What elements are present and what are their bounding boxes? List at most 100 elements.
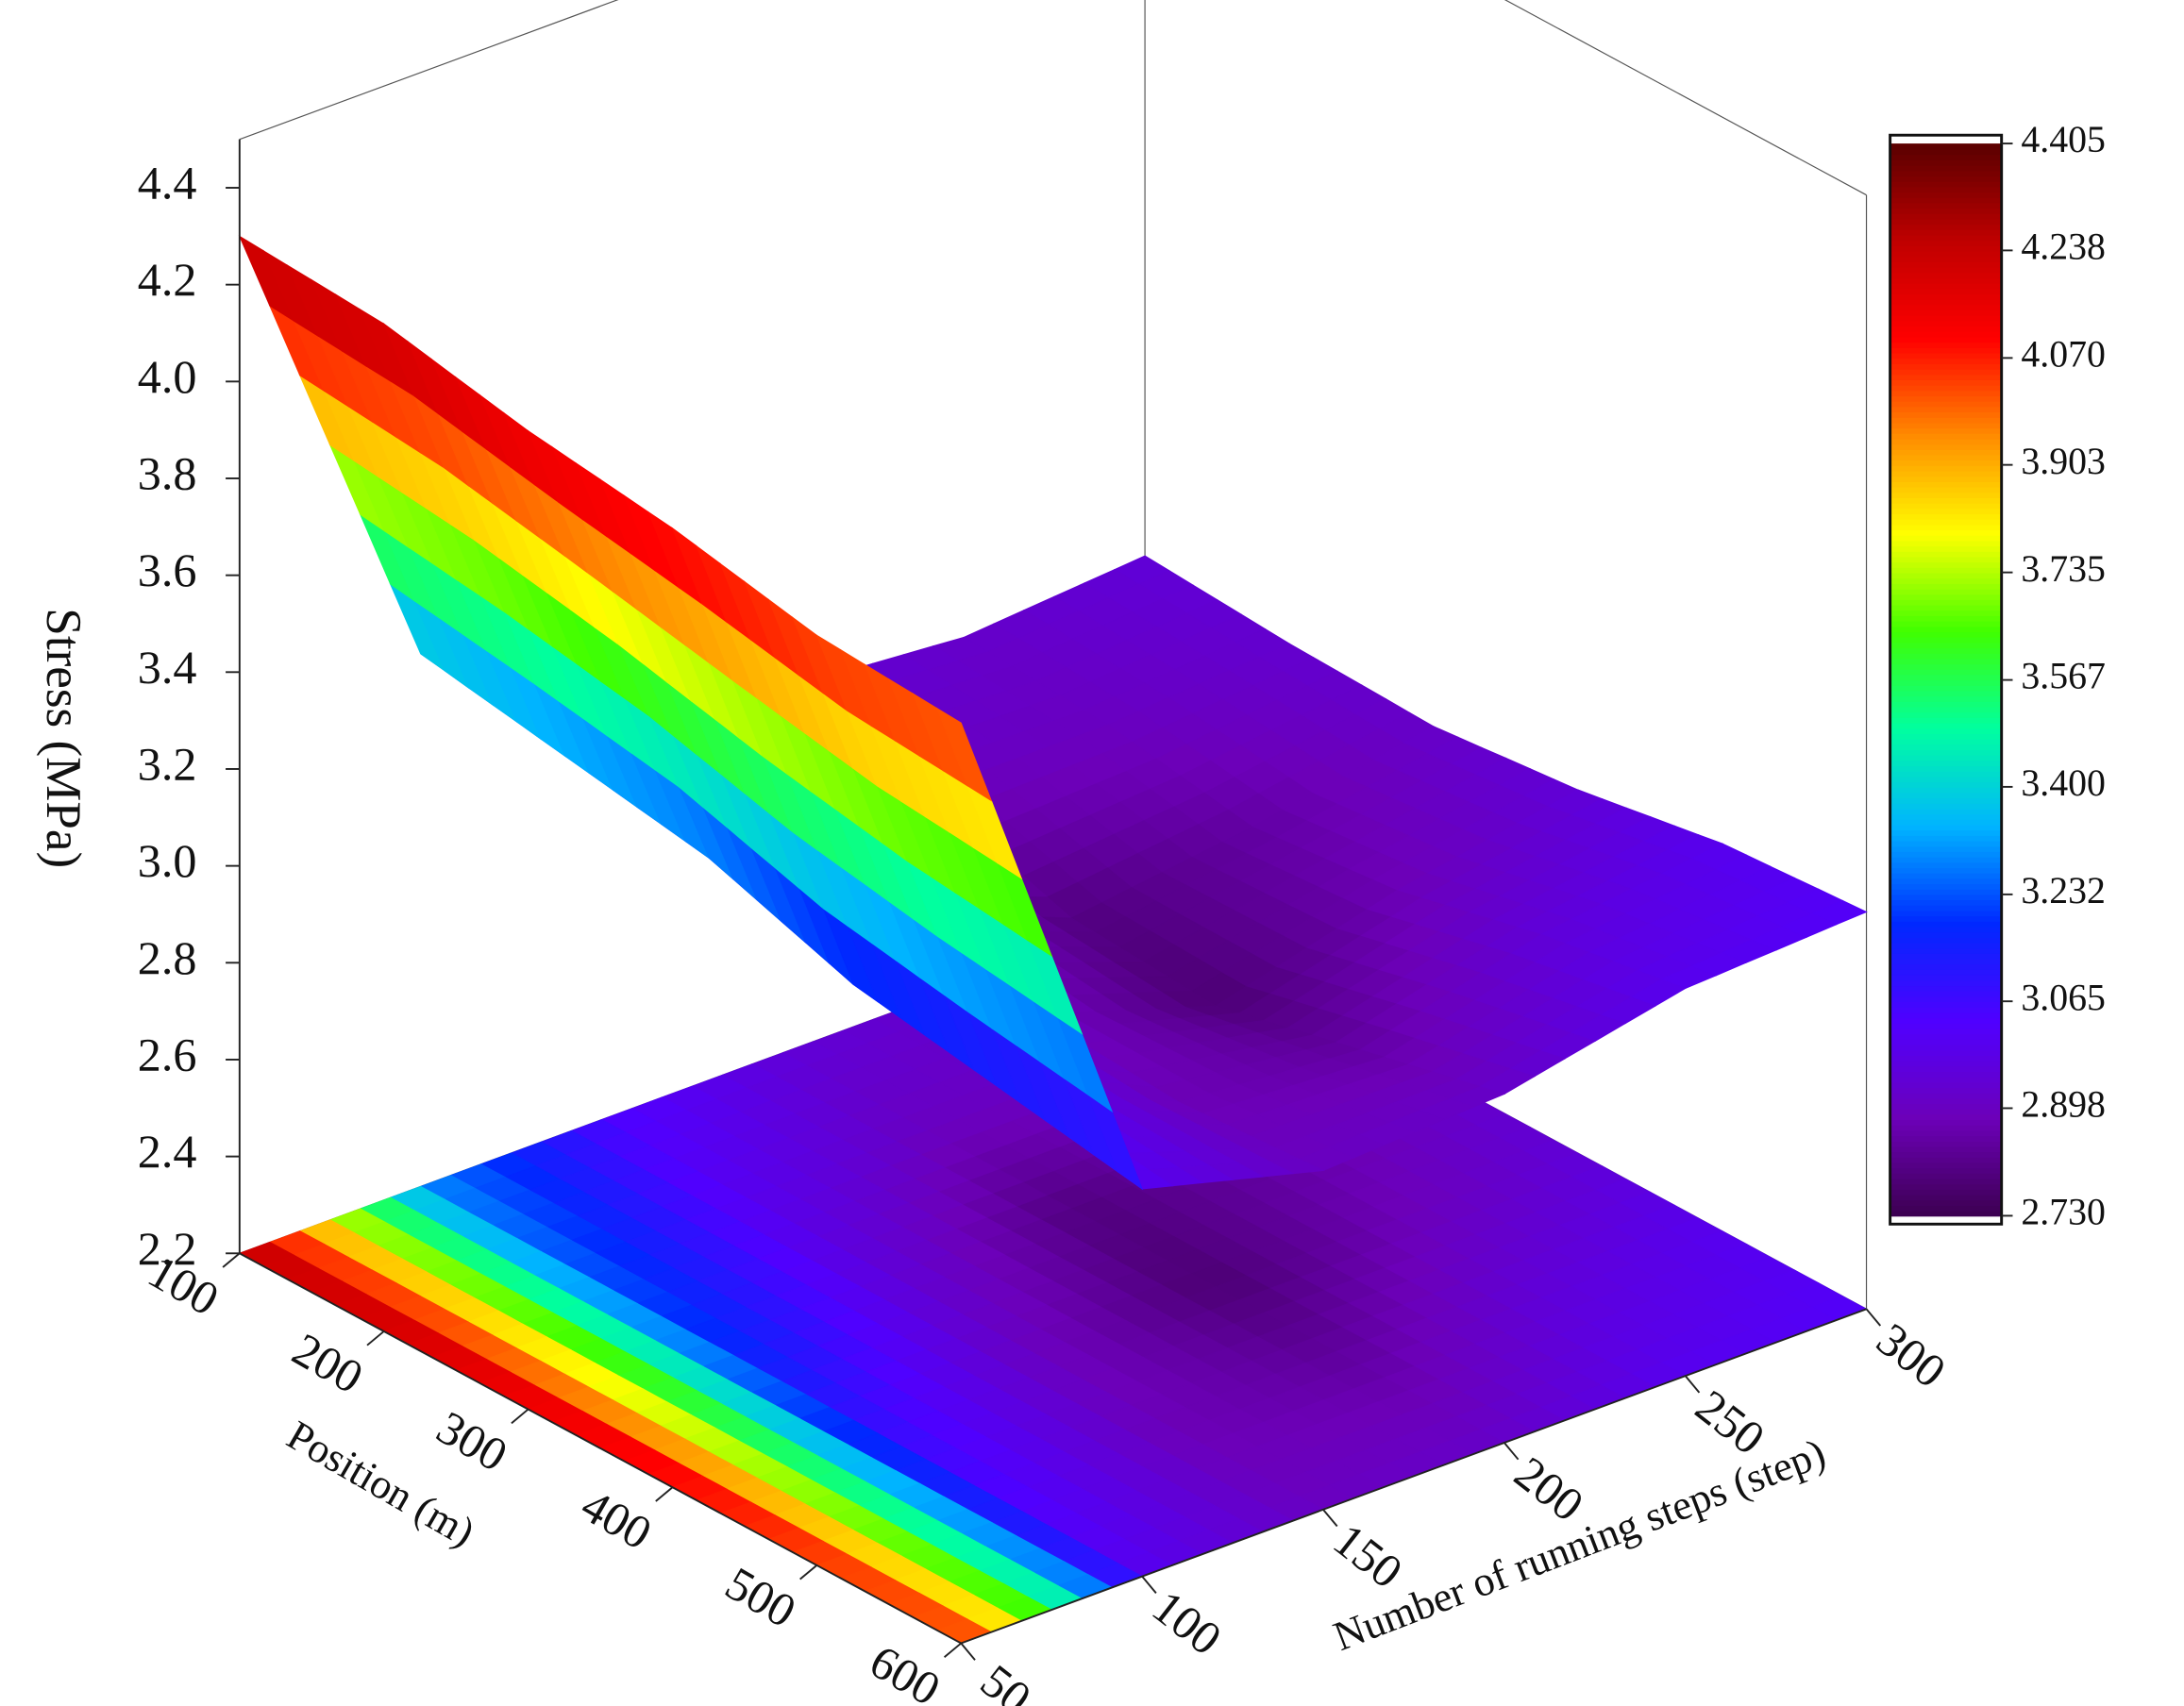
colorbar-swatch — [1890, 1071, 2002, 1078]
colorbar-swatch — [1890, 422, 2002, 429]
colorbar-swatch — [1890, 502, 2002, 510]
colorbar-swatch — [1890, 663, 2002, 670]
colorbar-swatch — [1890, 728, 2002, 734]
colorbar-swatch — [1890, 250, 2002, 258]
z-axis-title: Stress (MPa) — [36, 608, 91, 868]
colorbar-swatch — [1890, 1081, 2002, 1088]
colorbar-swatch — [1890, 969, 2002, 976]
colorbar-swatch — [1890, 224, 2002, 230]
colorbar-swatch — [1890, 1140, 2002, 1147]
colorbar-swatch — [1890, 620, 2002, 627]
colorbar-swatch — [1890, 1087, 2002, 1094]
colorbar-swatch — [1890, 534, 2002, 542]
colorbar-swatch — [1890, 518, 2002, 526]
colorbar: 2.730 2.898 3.065 3.232 3.400 3.567 3.735 3.903… — [1889, 118, 2106, 1233]
colorbar-swatch — [1890, 1108, 2002, 1115]
colorbar-tick-label: 3.232 — [2021, 869, 2106, 912]
colorbar-swatch — [1890, 947, 2002, 954]
colorbar-swatch — [1890, 594, 2002, 600]
colorbar-swatch — [1890, 749, 2002, 756]
colorbar-swatch — [1890, 508, 2002, 515]
colorbar-swatch — [1890, 792, 2002, 799]
colorbar-swatch — [1890, 1033, 2002, 1040]
colorbar-swatch — [1890, 1205, 2002, 1212]
colorbar-swatch — [1890, 754, 2002, 761]
colorbar-swatch — [1890, 406, 2002, 413]
colorbar-swatch — [1890, 293, 2002, 300]
colorbar-swatch — [1890, 448, 2002, 456]
colorbar-swatch — [1890, 867, 2002, 874]
colorbar-swatch — [1890, 513, 2002, 520]
colorbar-swatch — [1890, 1054, 2002, 1062]
colorbar-swatch — [1890, 1006, 2002, 1013]
colorbar-swatch — [1890, 277, 2002, 284]
colorbar-swatch — [1890, 427, 2002, 434]
colorbar-swatch — [1890, 631, 2002, 638]
colorbar-swatch — [1890, 695, 2002, 702]
colorbar-swatch — [1890, 464, 2002, 472]
colorbar-swatch — [1890, 218, 2002, 226]
colorbar-swatch — [1890, 540, 2002, 547]
colorbar-swatch — [1890, 1146, 2002, 1153]
colorbar-swatch — [1890, 878, 2002, 885]
colorbar-tick-label: 3.567 — [2021, 655, 2106, 697]
colorbar-swatch — [1890, 342, 2002, 348]
colorbar-swatch — [1890, 476, 2002, 482]
colorbar-swatch — [1890, 416, 2002, 424]
colorbar-swatch — [1890, 851, 2002, 858]
colorbar-swatch — [1890, 840, 2002, 847]
colorbar-swatch — [1890, 352, 2002, 360]
colorbar-swatch — [1890, 1076, 2002, 1083]
colorbar-swatch — [1890, 652, 2002, 660]
colorbar-swatch — [1890, 872, 2002, 879]
colorbar-swatch — [1890, 196, 2002, 204]
x-tick — [511, 1408, 529, 1425]
colorbar-tick-label: 2.730 — [2021, 1191, 2106, 1233]
colorbar-swatch — [1890, 347, 2002, 354]
colorbar-tick-label: 2.898 — [2021, 1083, 2106, 1126]
colorbar-swatch — [1890, 985, 2002, 992]
z-tick-label: 3.6 — [138, 544, 197, 596]
colorbar-swatch — [1890, 438, 2002, 445]
colorbar-swatch — [1890, 454, 2002, 461]
colorbar-swatch — [1890, 615, 2002, 622]
colorbar-swatch — [1890, 824, 2002, 831]
colorbar-swatch — [1890, 684, 2002, 692]
colorbar-swatch — [1890, 1156, 2002, 1163]
colorbar-swatch — [1890, 212, 2002, 220]
colorbar-swatch — [1890, 861, 2002, 869]
colorbar-swatch — [1890, 738, 2002, 745]
colorbar-swatch — [1890, 1038, 2002, 1045]
colorbar-swatch — [1890, 481, 2002, 488]
colorbar-swatch — [1890, 604, 2002, 611]
z-tick-label: 3.0 — [138, 834, 197, 887]
colorbar-swatch — [1890, 326, 2002, 332]
z-tick-label: 3.2 — [138, 737, 197, 790]
colorbar-swatch — [1890, 1012, 2002, 1019]
colorbar-swatch — [1890, 1129, 2002, 1137]
colorbar-tick-label: 3.065 — [2021, 976, 2106, 1018]
x-tick-label: 400 — [573, 1479, 661, 1560]
colorbar-swatch — [1890, 856, 2002, 863]
colorbar-tick-label: 4.070 — [2021, 333, 2106, 376]
colorbar-swatch — [1890, 582, 2002, 590]
colorbar-swatch — [1890, 234, 2002, 242]
colorbar-swatch — [1890, 314, 2002, 322]
colorbar-swatch — [1890, 674, 2002, 681]
y-tick — [1322, 1509, 1338, 1528]
colorbar-swatch — [1890, 261, 2002, 268]
colorbar-swatch — [1890, 159, 2002, 166]
colorbar-swatch — [1890, 363, 2002, 370]
colorbar-swatch — [1890, 1189, 2002, 1196]
y-tick — [1684, 1375, 1701, 1394]
colorbar-swatch — [1890, 1167, 2002, 1174]
x-tick-label: 600 — [861, 1634, 949, 1706]
colorbar-swatch — [1890, 143, 2002, 150]
colorbar-swatch — [1890, 1172, 2002, 1179]
colorbar-swatch — [1890, 170, 2002, 177]
colorbar-swatch — [1890, 304, 2002, 311]
y-tick — [1865, 1308, 1882, 1327]
colorbar-swatch — [1890, 1017, 2002, 1024]
colorbar-swatch — [1890, 550, 2002, 558]
colorbar-swatch — [1890, 330, 2002, 338]
